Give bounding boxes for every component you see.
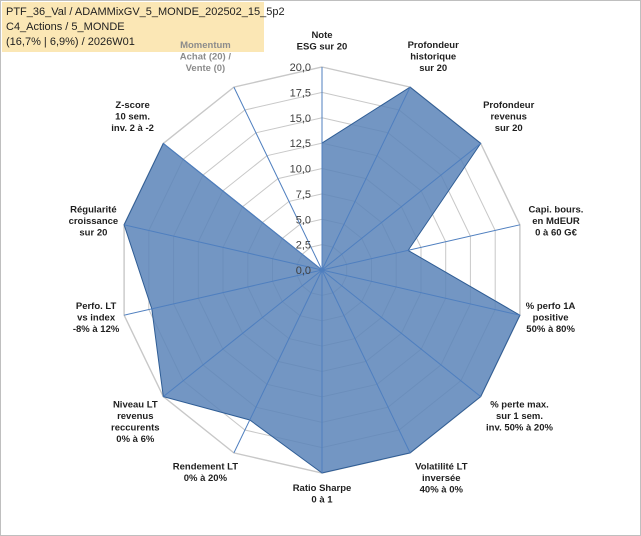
axis-spoke <box>123 224 323 271</box>
axis-label: Capi. bours. en MdEUR 0 à 60 G€ <box>529 205 584 239</box>
axis-spoke <box>162 143 323 271</box>
axis-spoke <box>233 86 323 271</box>
portfolio-category: C4_Actions / 5_MONDE <box>6 21 125 33</box>
tick-label: 2,5 <box>296 240 311 252</box>
tick-label: 12,5 <box>290 138 311 150</box>
axis-label: Régularité croissance sur 20 <box>69 205 119 239</box>
axis-label: Ratio Sharpe 0 à 1 <box>293 483 352 506</box>
axis-spoke <box>233 269 323 454</box>
axis-spoke <box>321 269 521 316</box>
tick-label: 7,5 <box>296 189 311 201</box>
axis-label: Profondeur revenus sur 20 <box>483 100 534 134</box>
axis-label: % perte max. sur 1 sem. inv. 50% à 20% <box>486 399 553 433</box>
axis-label: Profondeur historique sur 20 <box>408 40 459 74</box>
axis-spoke <box>321 269 411 454</box>
axis-label: Note ESG sur 20 <box>297 30 348 53</box>
axis-label: Z-score 10 sem. inv. 2 à -2 <box>111 100 154 134</box>
portfolio-stats: (16,7% | 6,9%) / 2026W01 <box>6 36 135 48</box>
tick-label: 10,0 <box>290 164 311 176</box>
tick-label: 15,0 <box>290 113 311 125</box>
tick-label: 20,0 <box>290 62 311 74</box>
tick-label: 5,0 <box>296 214 311 226</box>
axis-label: Volatilité LT inversée 40% à 0% <box>415 462 468 496</box>
portfolio-header: PTF_36_Val / ADAMMixGV_5_MONDE_202502_15… <box>2 2 285 52</box>
axis-spoke <box>321 86 411 271</box>
tick-label: 17,5 <box>290 87 311 99</box>
axis-spoke <box>321 143 482 271</box>
axis-label: % perfo 1A positive 50% à 80% <box>526 301 576 335</box>
axis-spoke <box>321 269 482 397</box>
axis-spoke <box>321 224 521 271</box>
axis-label: Rendement LT 0% à 20% <box>173 462 238 485</box>
axis-spoke <box>123 269 323 316</box>
axis-label: Niveau LT revenus reccurents 0% à 6% <box>111 399 160 445</box>
axis-label: Momentum Achat (20) / Vente (0) <box>180 40 232 74</box>
portfolio-title: PTF_36_Val / ADAMMixGV_5_MONDE_202502_15… <box>6 6 285 18</box>
axis-spoke <box>162 269 323 397</box>
axis-label: Perfo. LT vs index -8% à 12% <box>73 301 120 335</box>
tick-label: 0,0 <box>296 265 311 277</box>
